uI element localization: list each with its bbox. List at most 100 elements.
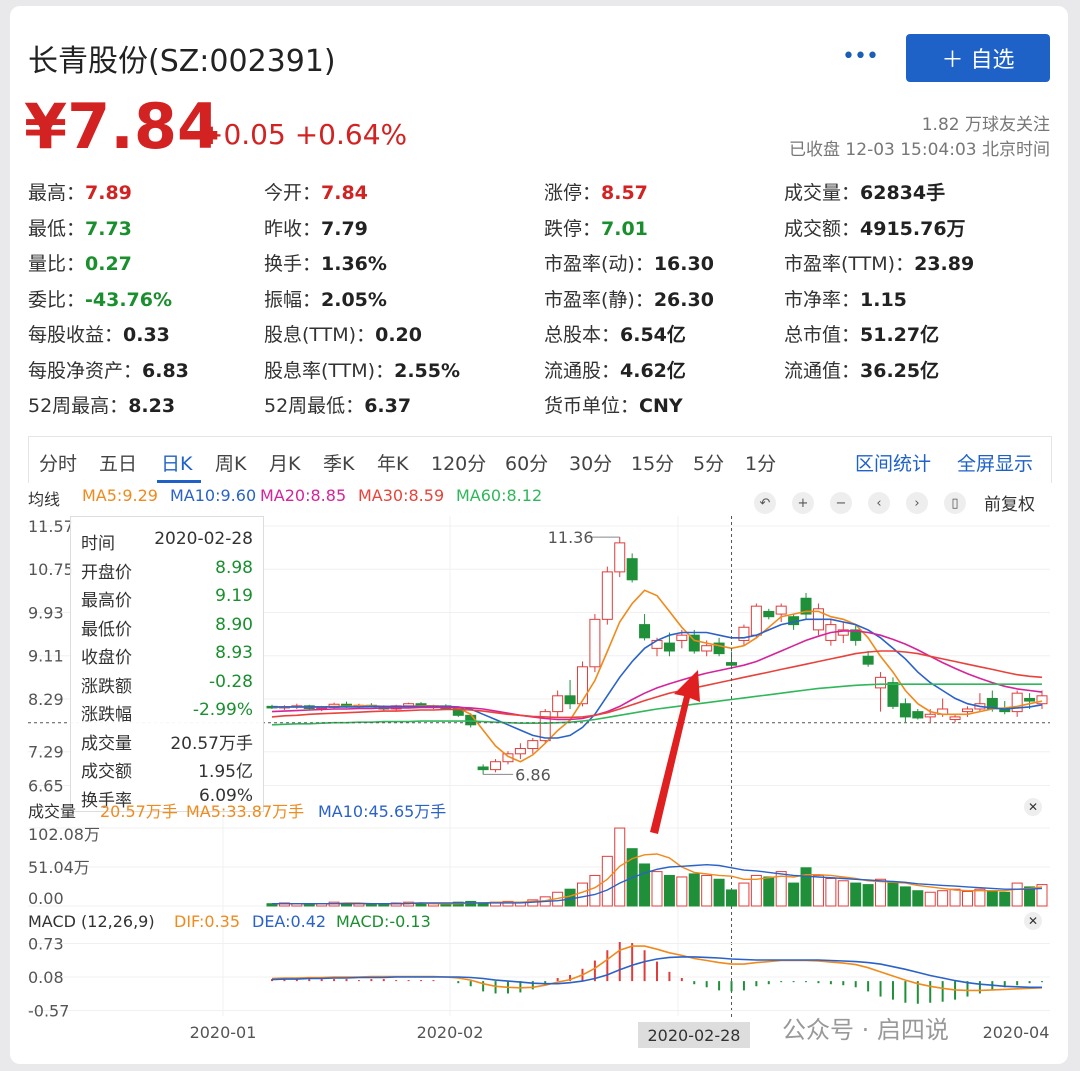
tab-period[interactable]: 120分 [431, 453, 487, 475]
tab-period[interactable]: 30分 [569, 453, 613, 475]
tooltip-row: 成交量 20.57万手 [81, 729, 253, 754]
quote-value: 8.23 [128, 395, 176, 417]
quote-value: 1.36% [321, 253, 387, 275]
quote-value: 2.55% [394, 359, 461, 382]
y-tick-label: 10.75 [28, 560, 74, 579]
tab-period[interactable]: 15分 [631, 453, 675, 475]
more-icon[interactable]: ••• [842, 44, 879, 69]
legend-item: MACD:-0.13 [336, 912, 431, 931]
quote-value: 7.73 [85, 217, 132, 240]
close-volume-icon[interactable]: ✕ [1024, 798, 1042, 816]
tooltip-row: 最低价 8.90 [81, 615, 253, 640]
quote-item: 总股本：6.54亿 [544, 320, 686, 347]
quote-item: 股息率(TTM)：2.55% [264, 356, 460, 383]
volume-bar [763, 876, 775, 907]
candle-body [924, 713, 936, 718]
y-tick-label: 9.93 [28, 603, 64, 622]
volume-bar [912, 890, 924, 907]
volume-bar [278, 902, 290, 907]
current-price: ¥7.84 [24, 90, 221, 163]
quote-value: 16.30 [653, 253, 714, 275]
candle-body [514, 748, 526, 755]
volume-bar [800, 867, 812, 907]
quote-label: 总股本： [544, 324, 621, 346]
volume-bar [887, 882, 899, 907]
tab-period[interactable]: 年K [377, 453, 409, 475]
tab-period[interactable]: 60分 [505, 453, 549, 475]
zoom-in-icon[interactable]: + [792, 492, 814, 514]
add-watchlist-button[interactable]: ＋ 自选 [906, 34, 1050, 82]
tab-period[interactable]: 季K [323, 453, 355, 475]
period-tabs: 分时 五日 日K 周K 月K 季K 年K 120分 60分 30分 15分 5分 1分 区间统计 全屏显示 [28, 436, 1052, 483]
volume-bar [788, 882, 800, 907]
x-tick-label: 2020-01 [190, 1023, 257, 1042]
quote-item: 振幅：2.05% [264, 285, 387, 312]
legend-item: 20.57万手 [100, 802, 178, 821]
adjust-select[interactable]: 前复权 [984, 495, 1035, 515]
zoom-out-icon[interactable]: − [830, 492, 852, 514]
left-arrow-icon[interactable]: ‹ [868, 492, 890, 514]
quote-value: 0.20 [375, 324, 422, 346]
volume-ma-line [272, 863, 1043, 905]
tab-period[interactable]: 日K [161, 453, 193, 475]
quote-label: 股息(TTM)： [264, 324, 376, 346]
tooltip-label: 换手率 [81, 790, 132, 811]
volume-bar [899, 886, 911, 907]
volume-tick-label: 0.00 [28, 889, 64, 908]
volume-bar [390, 902, 402, 907]
quote-item: 最高：7.89 [28, 178, 132, 205]
candle-body [701, 645, 713, 652]
legend-item: DIF:0.35 [174, 912, 241, 931]
legend-item: MA10:45.65万手 [318, 802, 447, 821]
candle-body [850, 629, 862, 641]
followers-count[interactable]: 1.82 万球友关注 [921, 115, 1050, 135]
tab-period[interactable]: 五日 [99, 453, 138, 475]
ma-line [271, 650, 1043, 719]
right-arrow-icon[interactable]: › [906, 492, 928, 514]
volume-bar [986, 890, 998, 907]
fullscreen-button[interactable]: 全屏显示 [957, 453, 1034, 475]
volume-bar [415, 903, 427, 907]
quote-label: 换手： [264, 253, 322, 275]
tab-period[interactable]: 分时 [39, 453, 78, 475]
price-change: +0.05 +0.64% [200, 118, 408, 151]
y-tick-label: 11.57 [28, 517, 74, 536]
quote-item: 总市值：51.27亿 [784, 320, 939, 347]
quote-label: 流通股： [544, 359, 621, 382]
quote-label: 跌停： [544, 217, 602, 240]
quote-value: 7.89 [85, 182, 132, 204]
legend-item: MA20:8.85 [260, 486, 347, 505]
quote-label: 成交量： [784, 182, 861, 204]
range-stats-button[interactable]: 区间统计 [855, 453, 932, 475]
candle-body [663, 642, 675, 652]
legend-item: MA5:9.29 [82, 486, 158, 505]
quote-label: 货币单位： [544, 395, 640, 417]
tab-period[interactable]: 月K [269, 453, 301, 475]
tooltip-value: 8.93 [215, 643, 253, 663]
volume-bar [676, 876, 688, 907]
tab-period[interactable]: 1分 [745, 453, 777, 475]
tab-period[interactable]: 5分 [693, 453, 725, 475]
quote-item: 跌停：7.01 [544, 214, 648, 241]
quote-item: 量比：0.27 [28, 249, 132, 276]
candle-body [763, 610, 775, 618]
candle-body [688, 634, 700, 652]
ma-line [271, 589, 1043, 763]
undo-icon[interactable]: ↶ [754, 492, 776, 514]
quote-value: 36.25亿 [860, 359, 940, 382]
candle-body [651, 639, 663, 649]
ma-line [271, 630, 1043, 721]
quote-label: 每股净资产： [28, 359, 143, 382]
close-macd-icon[interactable]: ✕ [1024, 912, 1042, 930]
tab-period[interactable]: 周K [215, 453, 247, 475]
volume-bar [688, 873, 700, 907]
candle-icon[interactable]: ▯ [944, 492, 966, 514]
tooltip-row: 收盘价 8.93 [81, 643, 253, 668]
tooltip-label: 最低价 [81, 619, 132, 640]
quote-item: 换手：1.36% [264, 249, 387, 276]
quote-label: 涨停： [544, 182, 602, 204]
legend-item: MA60:8.12 [456, 486, 543, 505]
candle-body [837, 629, 849, 636]
tooltip-label: 开盘价 [81, 562, 132, 583]
candle-body [775, 605, 787, 615]
